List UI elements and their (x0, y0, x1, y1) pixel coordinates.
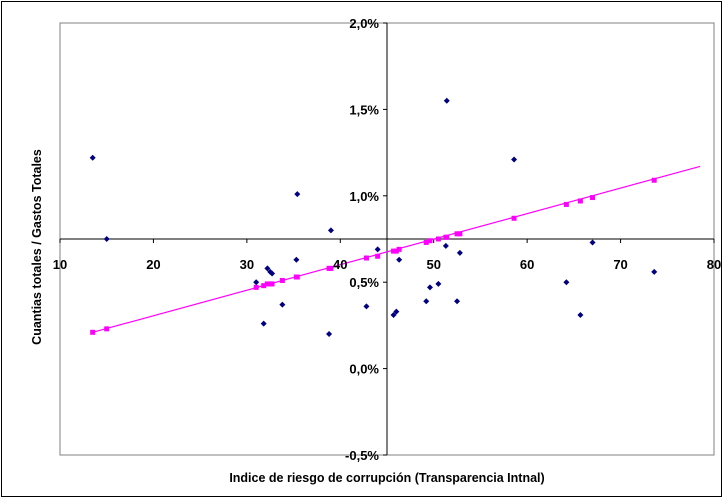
data-point (363, 303, 370, 310)
trend-point (454, 231, 460, 237)
x-tick-label: 20 (146, 257, 160, 272)
x-tick-label: 10 (53, 257, 67, 272)
trend-point (294, 274, 300, 280)
x-tick-label: 70 (613, 257, 627, 272)
data-point (454, 298, 461, 305)
x-tick-label: 60 (520, 257, 534, 272)
data-point (264, 265, 271, 272)
trend-point (391, 248, 397, 254)
trend-point (435, 236, 441, 242)
data-point (269, 270, 276, 277)
y-axis-title: Cuantias totales / Gastos Totales (30, 149, 44, 345)
data-point (442, 242, 449, 249)
data-point (293, 256, 300, 263)
trend-point (511, 215, 517, 221)
data-point (456, 249, 463, 256)
y-tick-label: -0,5% (345, 448, 379, 463)
data-point (89, 154, 96, 161)
data-point (563, 279, 570, 286)
trend-point (577, 198, 583, 204)
trend-point (651, 177, 657, 183)
trend-point (427, 238, 433, 244)
data-point (260, 320, 267, 327)
trend-point (269, 281, 275, 287)
data-point (390, 312, 397, 319)
trend-point (261, 283, 267, 289)
trend-point (264, 281, 270, 287)
trend-point (375, 253, 381, 259)
y-tick-label: 0,0% (349, 362, 379, 377)
data-point (577, 312, 584, 319)
trend-point (393, 248, 399, 254)
y-tick-label: 0,5% (349, 275, 379, 290)
trend-point (444, 234, 450, 240)
x-tick-label: 80 (707, 257, 721, 272)
data-point (253, 279, 260, 286)
trend-point (104, 326, 110, 332)
data-point (393, 308, 400, 315)
data-point (423, 298, 430, 305)
trend-point (590, 195, 596, 201)
y-tick-label: 2,0% (349, 16, 379, 31)
data-point (426, 284, 433, 291)
trend-point (253, 284, 259, 290)
data-point (443, 97, 450, 104)
data-point (327, 227, 334, 234)
trend-point (328, 265, 334, 271)
trend-point (423, 239, 429, 245)
data-point (651, 268, 658, 275)
data-point (589, 239, 596, 246)
data-point (326, 331, 333, 338)
trend-point (279, 277, 285, 283)
y-tick-label: 1,0% (349, 189, 379, 204)
data-point (435, 280, 442, 287)
data-point (374, 246, 381, 253)
data-point (103, 236, 110, 242)
y-tick-label: 1,5% (349, 102, 379, 117)
x-tick-label: 40 (333, 257, 347, 272)
trend-point (457, 231, 463, 237)
trend-point (363, 255, 369, 261)
data-point (396, 256, 403, 263)
data-point (294, 191, 301, 198)
trend-point (90, 329, 96, 335)
x-tick-label: 30 (240, 257, 254, 272)
data-point (279, 301, 286, 308)
x-axis-title: Indice de riesgo de corrupción (Transpar… (229, 471, 544, 485)
trend-point (563, 201, 569, 207)
data-point (511, 156, 518, 163)
trend-point (396, 246, 402, 252)
x-tick-label: 50 (426, 257, 440, 272)
